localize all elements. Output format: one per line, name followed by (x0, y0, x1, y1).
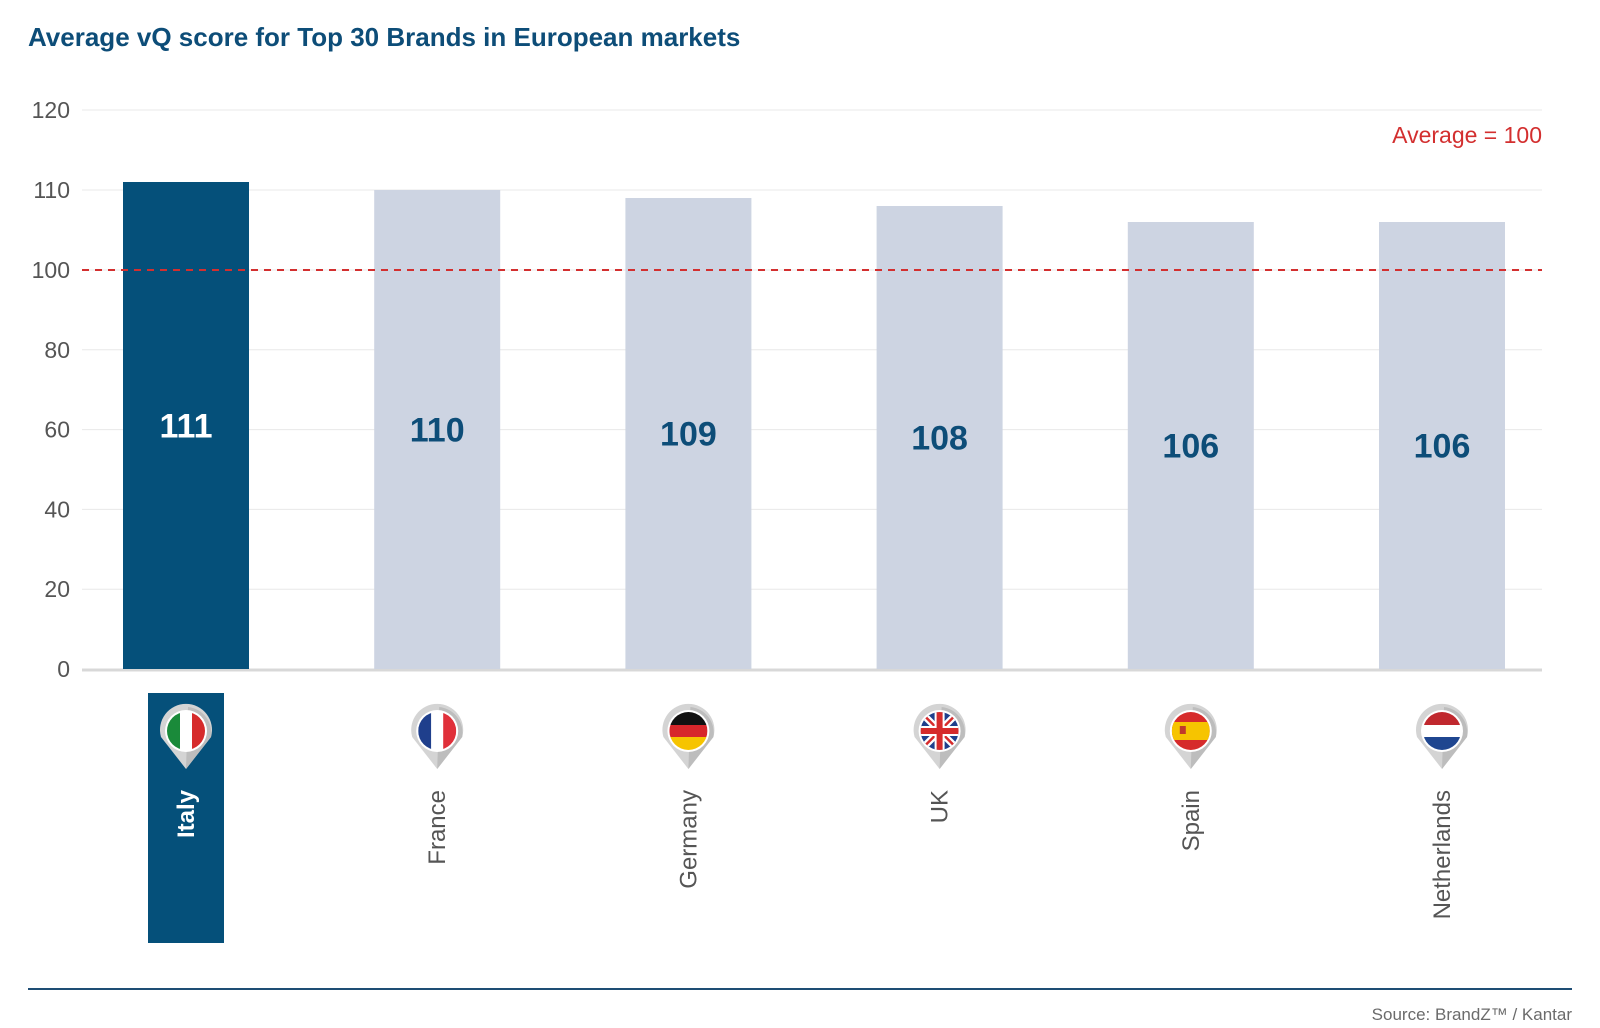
y-axis-ticks: 0 20 40 60 80 100 110 120 (32, 97, 70, 682)
source-note: Source: BrandZ™ / Kantar (1371, 1005, 1572, 1024)
value-label-netherlands: 106 (1414, 428, 1471, 466)
netherlands-flag-pin-icon (1416, 703, 1468, 769)
germany-flag-pin-icon (662, 703, 715, 769)
value-label-italy: 111 (160, 408, 213, 446)
bars: 111 110 109 108 106 106 (123, 182, 1505, 669)
value-label-france: 110 (410, 412, 465, 450)
chart-title: Average vQ score for Top 30 Brands in Eu… (28, 22, 741, 52)
grid-lines (82, 109, 1542, 672)
category-label-uk: UK (927, 790, 954, 823)
y-tick-label: 20 (44, 576, 70, 602)
y-tick-label: 120 (32, 97, 70, 123)
y-tick-label: 100 (32, 257, 70, 283)
bar-spain (1127, 222, 1254, 669)
france-flag-pin-icon (411, 703, 464, 769)
category-label-germany: Germany (675, 790, 702, 889)
y-tick-label: 40 (44, 496, 70, 522)
bar-germany (625, 198, 752, 669)
value-label-germany: 109 (660, 416, 717, 454)
category-label-netherlands: Netherlands (1429, 790, 1456, 919)
uk-flag-pin-icon (913, 703, 966, 769)
reference-line-group: Average = 100 (82, 122, 1542, 271)
bottom-rule (28, 988, 1572, 990)
average-reference-label: Average = 100 (1392, 122, 1542, 148)
value-label-uk: 108 (911, 420, 968, 458)
category-axis: Italy France Germany UK Spain Netherlands (148, 693, 1468, 943)
bar-italy (123, 182, 249, 669)
category-label-spain: Spain (1178, 790, 1205, 851)
category-label-france: France (424, 790, 451, 865)
category-label-italy: Italy (173, 789, 200, 838)
y-tick-label: 80 (44, 337, 70, 363)
italy-flag-pin-icon (160, 703, 212, 769)
bar-uk (876, 206, 1003, 669)
bar-netherlands (1379, 222, 1505, 669)
spain-flag-pin-icon (1164, 703, 1217, 769)
value-label-spain: 106 (1162, 428, 1219, 466)
y-tick-label: 60 (44, 417, 70, 443)
y-tick-label: 0 (57, 656, 70, 682)
y-tick-label: 110 (33, 177, 70, 203)
